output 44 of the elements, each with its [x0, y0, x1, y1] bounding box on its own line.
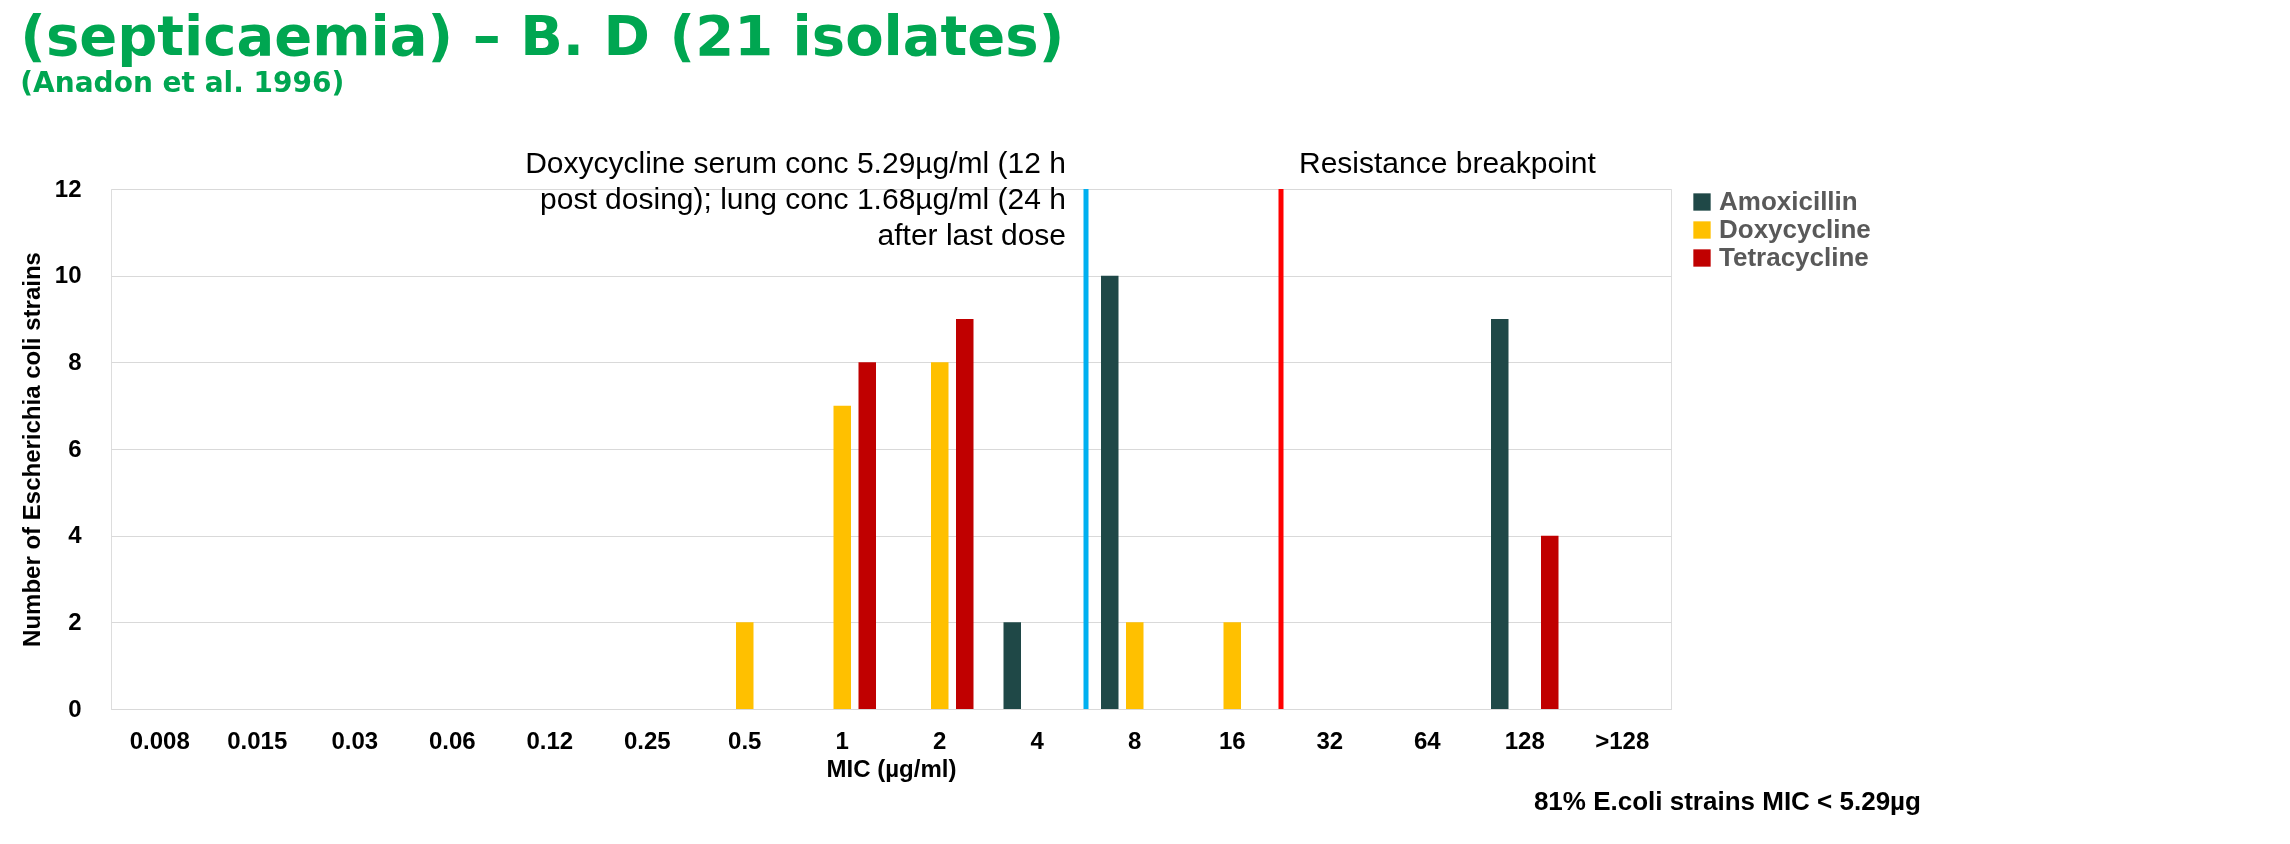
x-tick-label: 0.25 [623, 726, 671, 754]
legend-label: Doxycycline [1719, 214, 1871, 244]
x-tick-label: 2 [933, 726, 947, 754]
legend-label: Amoxicillin [1719, 186, 1858, 216]
x-tick-label: 0.5 [728, 726, 762, 754]
x-tick-label: 32 [1316, 726, 1344, 754]
x-tick-label: 0.015 [227, 726, 288, 754]
ref-line-label: Doxycycline serum conc 5.29µg/ml (12 h post dosing); lung conc 1.68µg/ml (24 h after last dose [525, 146, 1066, 251]
bar [833, 405, 851, 709]
chart-title: (septicaemia) – B. D (21 isolates) [20, 3, 1065, 68]
bar [1126, 622, 1144, 709]
bar [931, 362, 949, 709]
y-tick-label: 0 [68, 694, 82, 722]
x-tick-label: 0.12 [526, 726, 574, 754]
x-tick-label: 4 [1030, 726, 1045, 754]
text: 81% E.coli strains MIC < 5.29µg [1533, 786, 1921, 816]
bar [1101, 275, 1119, 709]
x-tick-label: 8 [1128, 726, 1142, 754]
y-tick-label: 12 [54, 174, 82, 202]
x-tick-label: >128 [1595, 726, 1650, 754]
x-tick-label: 64 [1413, 726, 1442, 754]
legend-label: Tetracycline [1719, 242, 1869, 272]
bar [1491, 319, 1509, 709]
x-tick-label: 1 [835, 726, 849, 754]
bar [858, 362, 876, 709]
x-tick-label: 128 [1504, 726, 1545, 754]
y-tick-label: 10 [54, 261, 82, 289]
x-tick-label: 0.03 [331, 726, 379, 754]
x-tick-label: 0.008 [129, 726, 190, 754]
chart-subtitle: (Anadon et al. 1996) [20, 66, 345, 99]
y-tick-label: 8 [68, 347, 82, 375]
y-tick-label: 4 [68, 521, 83, 549]
y-tick-label: 6 [68, 434, 82, 462]
bar [956, 319, 974, 709]
bar [1223, 622, 1241, 709]
bar [1541, 535, 1559, 709]
bar [1003, 622, 1021, 709]
y-axis-title: Number of Escherichia coli strains [17, 252, 45, 647]
x-axis-title: MIC (µg/ml) [826, 754, 957, 782]
y-tick-label: 2 [68, 607, 82, 635]
x-tick-label: 16 [1218, 726, 1246, 754]
x-tick-label: 0.06 [428, 726, 476, 754]
bar [736, 622, 754, 709]
ref-line-label: Resistance breakpoint [1299, 146, 1597, 179]
